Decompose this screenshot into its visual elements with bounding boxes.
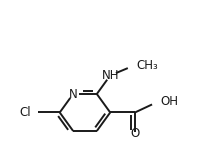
Text: Cl: Cl — [19, 106, 30, 119]
Text: N: N — [69, 88, 77, 101]
Text: OH: OH — [160, 95, 178, 108]
Text: CH₃: CH₃ — [136, 59, 158, 72]
Text: NH: NH — [102, 69, 119, 82]
Text: O: O — [130, 127, 139, 140]
